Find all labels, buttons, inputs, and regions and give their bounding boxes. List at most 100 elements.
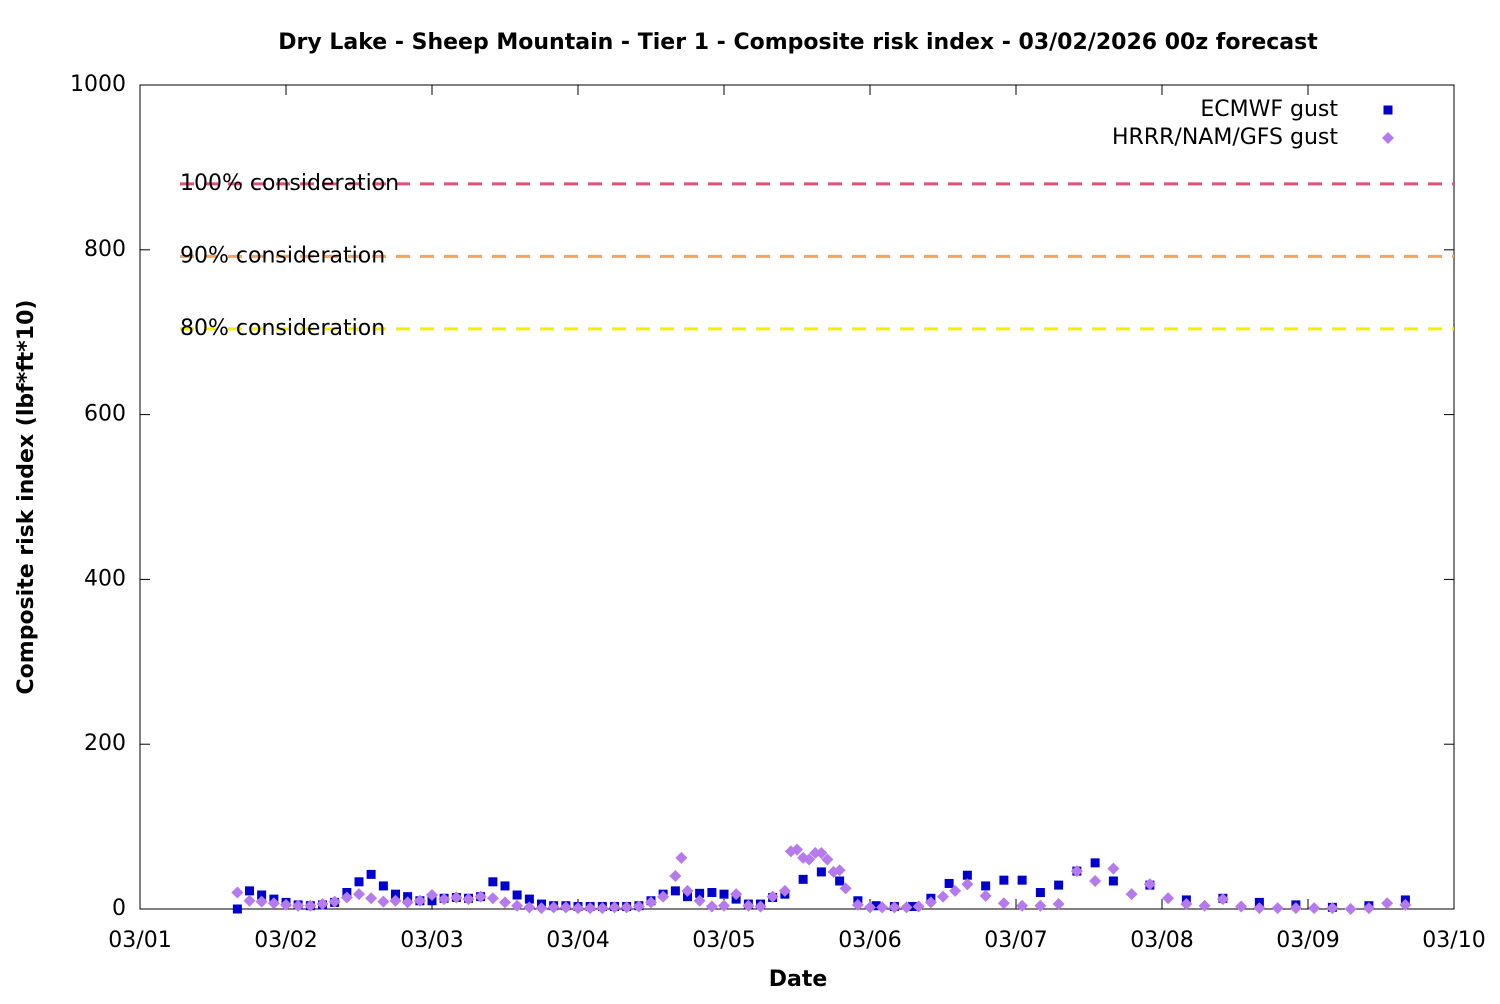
point bbox=[391, 889, 400, 899]
point bbox=[1198, 899, 1211, 912]
point bbox=[1107, 862, 1120, 875]
chart-title: Dry Lake - Sheep Mountain - Tier 1 - Com… bbox=[278, 30, 1318, 55]
point bbox=[876, 901, 889, 914]
point bbox=[1035, 888, 1045, 898]
point bbox=[833, 864, 846, 877]
point bbox=[231, 886, 244, 899]
point bbox=[1399, 898, 1412, 911]
point bbox=[438, 893, 451, 906]
x-tick-label: 03/07 bbox=[984, 928, 1047, 953]
point bbox=[839, 882, 852, 895]
point bbox=[675, 851, 688, 864]
point bbox=[255, 895, 268, 908]
point bbox=[1308, 902, 1321, 915]
point bbox=[462, 893, 475, 906]
point bbox=[1016, 899, 1029, 912]
point bbox=[864, 901, 876, 914]
point bbox=[292, 899, 305, 912]
point bbox=[267, 897, 280, 910]
y-tick-label: 400 bbox=[84, 566, 126, 591]
point bbox=[488, 877, 498, 887]
point bbox=[413, 894, 426, 907]
plot-frame bbox=[139, 84, 1455, 910]
point bbox=[645, 896, 657, 909]
point bbox=[377, 895, 390, 908]
point bbox=[486, 892, 499, 905]
point bbox=[981, 881, 991, 891]
point bbox=[1090, 858, 1100, 868]
point bbox=[389, 894, 402, 907]
point bbox=[547, 901, 560, 914]
point bbox=[511, 899, 524, 912]
point bbox=[620, 901, 633, 914]
point bbox=[719, 889, 729, 899]
point bbox=[365, 892, 378, 905]
point bbox=[1362, 902, 1375, 915]
point bbox=[378, 881, 388, 891]
point bbox=[280, 898, 292, 911]
y-tick-label: 600 bbox=[84, 402, 126, 427]
point bbox=[1034, 899, 1047, 912]
point bbox=[754, 900, 767, 913]
point bbox=[707, 888, 717, 898]
point bbox=[809, 846, 822, 859]
point bbox=[1054, 880, 1064, 890]
point bbox=[524, 894, 534, 904]
point bbox=[1017, 875, 1027, 885]
point bbox=[1253, 902, 1266, 915]
point bbox=[450, 891, 463, 904]
point bbox=[1271, 902, 1284, 915]
point bbox=[304, 899, 317, 912]
x-tick-label: 03/05 bbox=[692, 928, 755, 953]
x-tick-label: 03/02 bbox=[254, 928, 317, 953]
point bbox=[354, 877, 364, 887]
point bbox=[559, 901, 572, 914]
point bbox=[1216, 893, 1229, 906]
point bbox=[1383, 105, 1393, 115]
point bbox=[766, 890, 779, 903]
point bbox=[316, 898, 329, 911]
point bbox=[1162, 892, 1175, 905]
y-tick-label: 800 bbox=[84, 237, 126, 262]
x-tick-label: 03/01 bbox=[108, 928, 171, 953]
point bbox=[961, 878, 974, 891]
point bbox=[821, 853, 834, 866]
reference-label: 100% consideration bbox=[180, 171, 399, 196]
y-tick-label: 0 bbox=[112, 896, 126, 921]
point bbox=[815, 846, 828, 859]
point bbox=[245, 886, 254, 896]
point bbox=[705, 900, 718, 913]
x-axis-label: Date bbox=[769, 967, 828, 992]
point bbox=[1052, 898, 1065, 911]
point bbox=[949, 884, 962, 897]
point bbox=[670, 886, 680, 896]
point bbox=[816, 867, 826, 877]
x-tick-label: 03/08 bbox=[1130, 928, 1193, 953]
point bbox=[535, 902, 548, 915]
point bbox=[912, 900, 925, 913]
point bbox=[1070, 865, 1083, 878]
point bbox=[962, 870, 972, 880]
point bbox=[778, 884, 791, 897]
point bbox=[979, 889, 992, 902]
point bbox=[669, 870, 682, 883]
point bbox=[1344, 903, 1357, 915]
point bbox=[572, 902, 584, 915]
point bbox=[328, 895, 341, 908]
point bbox=[608, 901, 621, 914]
reference-label: 80% consideration bbox=[180, 316, 385, 341]
y-tick-label: 1000 bbox=[70, 72, 126, 97]
point bbox=[512, 890, 522, 900]
point bbox=[803, 853, 816, 866]
point bbox=[596, 902, 609, 915]
point bbox=[426, 888, 438, 901]
point bbox=[1289, 902, 1302, 915]
point bbox=[500, 881, 510, 891]
point bbox=[1180, 898, 1193, 911]
x-tick-label: 03/10 bbox=[1422, 928, 1485, 953]
point bbox=[730, 888, 743, 901]
point bbox=[657, 890, 670, 903]
point bbox=[474, 890, 487, 903]
point bbox=[523, 901, 536, 914]
